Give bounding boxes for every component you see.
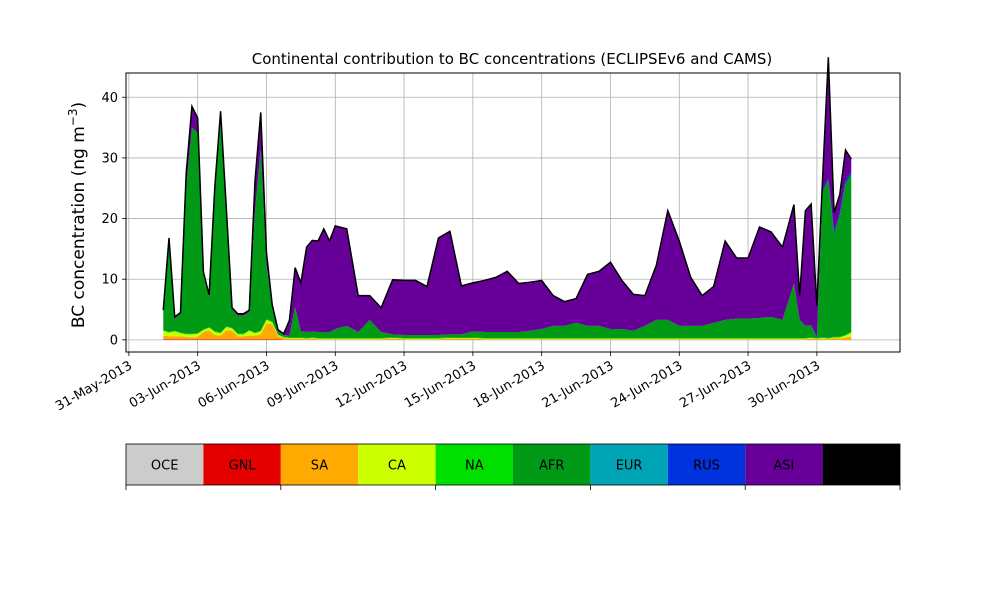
legend-swatch-aus xyxy=(822,444,900,485)
legend-swatch-gnl xyxy=(203,444,281,485)
legend-swatch-oce xyxy=(126,444,204,485)
legend-label-sa: SA xyxy=(311,459,328,474)
area-layer xyxy=(162,57,852,340)
legend-swatch-na xyxy=(435,444,513,485)
plot-frame xyxy=(125,72,901,353)
legend-label-oce: OCE xyxy=(151,459,179,474)
legend-swatch-sa xyxy=(280,444,359,485)
legend-swatch-rus xyxy=(667,444,746,485)
y-axis-label: BC concentration (ng m−3) xyxy=(66,102,89,328)
legend-swatch-ca xyxy=(358,444,436,485)
y-tick-label: 10 xyxy=(101,273,118,288)
total-line xyxy=(162,57,852,335)
legend-label-asi: ASI xyxy=(773,459,794,474)
y-tick-label: 20 xyxy=(101,212,118,227)
legend: OCE GNL SA CA NA AFR EUR RUS ASI AUS xyxy=(125,443,901,490)
legend-swatch-eur xyxy=(590,444,668,485)
legend-label-na: NA xyxy=(465,459,484,474)
legend-label-rus: RUS xyxy=(693,459,720,474)
y-tick-label: 0 xyxy=(110,333,118,348)
y-tick-label: 40 xyxy=(101,91,118,106)
legend-swatch-asi xyxy=(745,444,823,485)
area-gnl xyxy=(163,339,852,340)
legend-swatch-afr xyxy=(513,444,591,485)
legend-label-eur: EUR xyxy=(616,459,643,474)
legend-label-afr: AFR xyxy=(539,459,564,474)
legend-frame xyxy=(125,443,901,486)
area-afr xyxy=(163,120,852,339)
chart-title: Continental contribution to BC concentra… xyxy=(252,50,773,68)
legend-label-gnl: GNL xyxy=(229,459,257,474)
y-axis-label-close: ) xyxy=(69,102,89,109)
legend-label-ca: CA xyxy=(388,459,406,474)
y-axis-label-exponent: −3 xyxy=(66,108,80,126)
area-asi xyxy=(163,57,852,337)
y-tick-label: 30 xyxy=(101,151,118,166)
legend-label-aus: AUS xyxy=(848,459,875,474)
area-sa xyxy=(163,323,852,340)
